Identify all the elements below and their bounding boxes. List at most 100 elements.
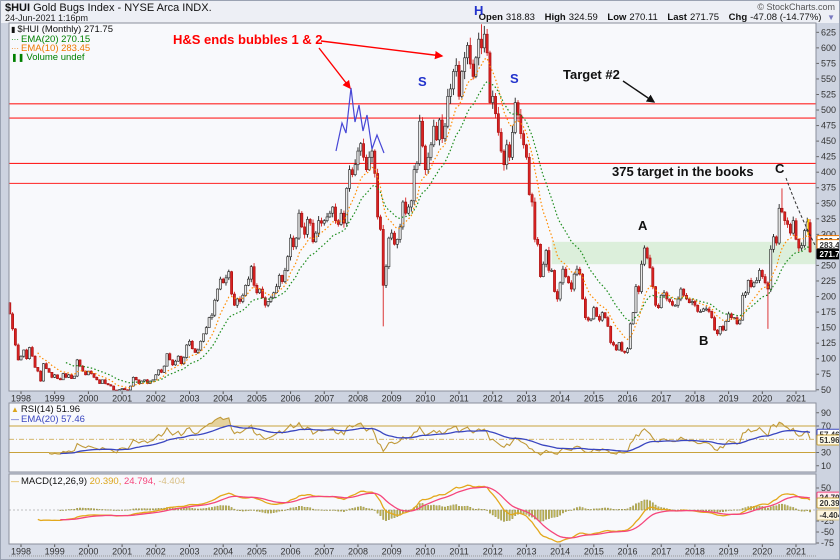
candle: [774, 235, 778, 246]
rsi-panel: [9, 416, 816, 456]
candle: [693, 299, 697, 308]
candle: [294, 237, 298, 250]
candle: [488, 50, 492, 104]
candle: [291, 235, 295, 251]
annotation-target2: Target #2: [563, 67, 620, 82]
svg-text:200: 200: [821, 292, 836, 302]
candle: [797, 238, 801, 252]
candle: [530, 192, 534, 207]
candle: [227, 269, 231, 281]
candle: [353, 159, 357, 177]
candle: [339, 208, 343, 226]
svg-text:1999: 1999: [45, 394, 65, 404]
annotation-hs-bubbles: H&S ends bubbles 1 & 2: [173, 32, 323, 47]
candle: [314, 231, 318, 243]
candle: [760, 269, 764, 279]
stockcharts-copyright-link[interactable]: © StockCharts.com: [757, 2, 835, 12]
candle: [42, 363, 45, 382]
candlestick-icon: ▮: [11, 25, 16, 34]
candle: [460, 70, 464, 99]
candle: [277, 273, 281, 290]
candle: [452, 68, 455, 96]
candle: [606, 315, 610, 328]
annotation-375-target: 375 target in the books: [612, 164, 754, 179]
candle: [437, 117, 441, 146]
svg-text:475: 475: [821, 121, 836, 131]
candle: [390, 229, 394, 241]
svg-text:50: 50: [821, 385, 831, 395]
candle: [19, 355, 23, 361]
candle: [230, 270, 234, 296]
candle: [22, 349, 26, 358]
quote-dropdown-icon[interactable]: ▼: [827, 13, 835, 22]
svg-text:2021: 2021: [786, 394, 806, 404]
candle: [30, 345, 34, 357]
candle: [244, 284, 248, 297]
candle: [210, 312, 214, 320]
candle: [592, 305, 596, 320]
candle: [713, 315, 716, 331]
candle: [109, 383, 113, 387]
candle: [642, 245, 646, 267]
candle: [690, 298, 694, 306]
candle: [766, 281, 770, 329]
candle: [179, 355, 183, 365]
label-point-c: C: [775, 161, 785, 176]
chg-label: Chg: [728, 12, 748, 23]
candle: [33, 355, 37, 368]
svg-text:325: 325: [821, 214, 836, 224]
candle: [435, 121, 438, 141]
candle: [508, 141, 511, 162]
label-head: H: [474, 3, 484, 18]
candle: [13, 328, 17, 347]
candle: [61, 372, 65, 381]
candle: [746, 279, 750, 295]
candle: [297, 209, 301, 240]
candle: [491, 90, 495, 109]
svg-text:2021: 2021: [786, 547, 806, 557]
candle: [154, 374, 158, 381]
candle: [168, 352, 172, 361]
last-label: Last: [667, 12, 687, 23]
candle: [744, 291, 747, 298]
candle: [654, 286, 658, 308]
candle: [527, 153, 531, 196]
candle: [81, 365, 85, 372]
candle: [407, 204, 410, 215]
candle: [36, 367, 40, 373]
candle: [218, 276, 222, 291]
candle: [640, 260, 643, 294]
svg-text:20.390: 20.390: [820, 499, 840, 508]
candle: [362, 138, 365, 161]
candle: [72, 375, 76, 379]
panel-backgrounds: [9, 23, 816, 544]
legend-price-text: $HUI (Monthly) 271.75: [17, 24, 113, 35]
macd-signal-value: 24.794,: [123, 476, 156, 487]
candle: [800, 242, 804, 251]
svg-text:525: 525: [821, 89, 836, 99]
legend-price: ▮ $HUI (Monthly) 271.75: [11, 24, 113, 35]
candle: [216, 288, 219, 302]
candle: [401, 200, 405, 230]
candle: [331, 206, 335, 218]
legend-ema10: ··· EMA(10) 283.45: [11, 44, 90, 54]
candle: [516, 100, 520, 122]
svg-text:2001: 2001: [112, 547, 132, 557]
candle: [101, 379, 104, 384]
ohlc-quote-line: Open 318.83 High 324.59 Low 270.11 Last 271.…: [472, 12, 835, 23]
rsi-marker-icon: ▲: [11, 405, 19, 414]
candle: [614, 343, 618, 352]
candle: [457, 61, 461, 100]
candle: [786, 217, 789, 228]
candle: [421, 117, 424, 148]
candle: [202, 333, 205, 343]
svg-text:50: 50: [821, 483, 831, 493]
candle: [673, 304, 677, 307]
candle: [409, 199, 413, 212]
svg-text:2014: 2014: [550, 547, 570, 557]
candle: [525, 143, 528, 160]
candle: [11, 312, 14, 331]
candle: [752, 281, 756, 288]
legend-rsi: ▲ RSI(14) 51.96: [11, 404, 80, 415]
axes-and-ticks: 625 600 575 550 525 500 475 450 425 400 375 350 325 3…: [8, 22, 836, 557]
